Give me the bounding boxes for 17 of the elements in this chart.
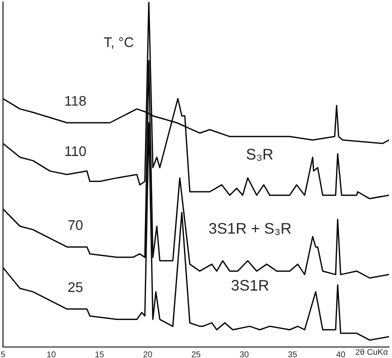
x-tick-label: 35	[288, 351, 297, 358]
series-label: 70	[68, 220, 83, 230]
x-axis-title: 2θ CuKα	[356, 348, 388, 355]
annotation: T, °C	[104, 37, 134, 49]
annotation: 3S1R	[232, 280, 268, 291]
x-tick-label: 5	[1, 351, 5, 358]
x-tick-label: 15	[96, 351, 104, 358]
series-label: 25	[68, 282, 83, 292]
annotation: 3S1R + S₃R	[209, 222, 291, 236]
annotation: S₃R	[246, 148, 273, 161]
x-tick-label: 25	[192, 351, 200, 358]
x-tick-label: 10	[47, 351, 56, 358]
x-tick-label: 20	[144, 351, 152, 358]
x-tick-label: 30	[240, 351, 249, 358]
series-label: 118	[65, 96, 86, 106]
series-label: 110	[65, 146, 86, 156]
x-tick-label: 40	[336, 351, 346, 358]
